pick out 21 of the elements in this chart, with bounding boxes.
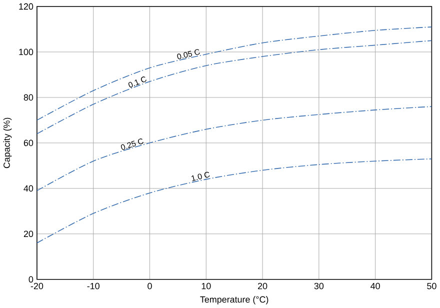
x-tick-label: -10 — [87, 283, 100, 290]
line-series — [36, 158, 432, 244]
y-tick-label: 0 — [28, 276, 34, 283]
y-axis-title: Capacity (%) — [3, 118, 12, 168]
x-tick-label: 20 — [258, 283, 268, 290]
x-tick-label: 10 — [202, 283, 211, 290]
x-axis-title: Temperature (°C) — [200, 296, 268, 305]
line-series — [36, 26, 432, 121]
y-tick-label: 120 — [19, 3, 34, 10]
y-tick-label: 80 — [24, 94, 34, 101]
x-tick-label: -20 — [30, 283, 44, 290]
x-tick-label: 50 — [427, 283, 436, 290]
line-series — [36, 40, 432, 134]
x-tick-label: 0 — [148, 283, 152, 290]
y-tick-label: 60 — [24, 140, 34, 146]
x-tick-label: 40 — [370, 283, 380, 290]
y-tick-label: 20 — [24, 230, 34, 238]
line-series — [36, 106, 432, 192]
y-tick-label: 40 — [24, 185, 34, 192]
x-tick-label: 30 — [314, 283, 324, 290]
y-tick-label: 100 — [19, 48, 34, 56]
